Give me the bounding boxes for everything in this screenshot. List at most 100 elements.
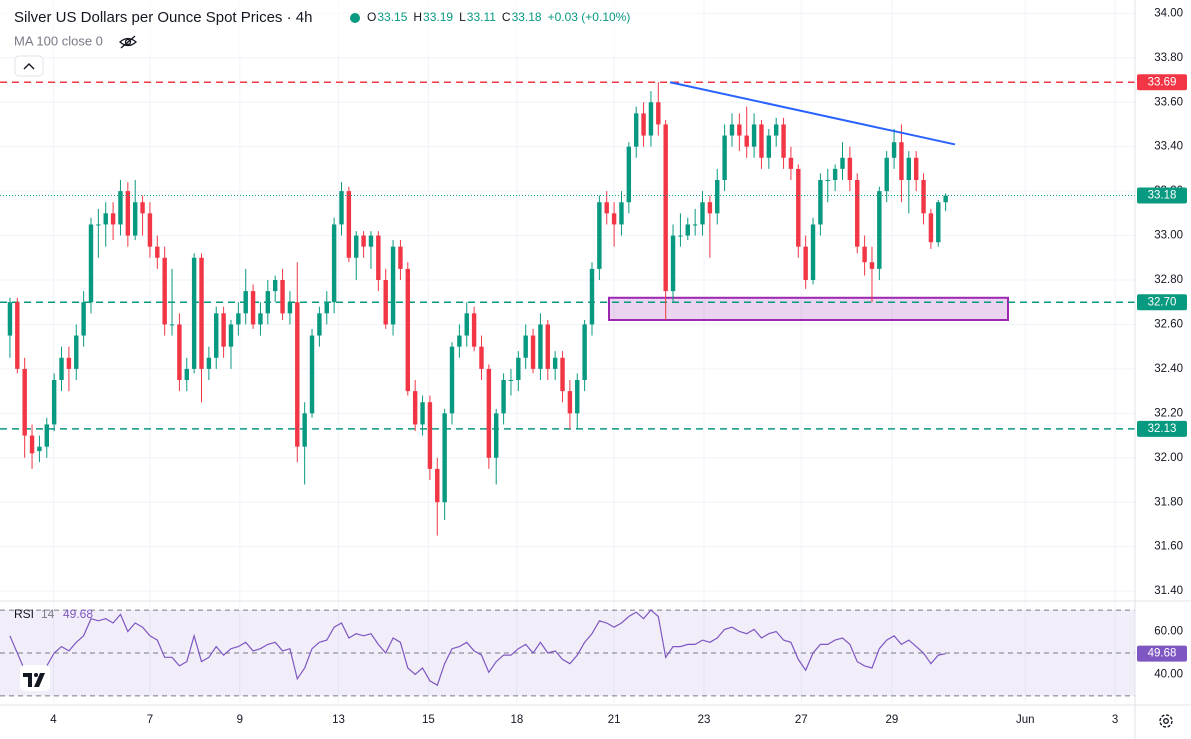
candle-body — [74, 335, 79, 369]
candle-body — [29, 435, 35, 454]
candle-body — [494, 413, 499, 458]
candle-body — [810, 224, 816, 280]
candle-body — [258, 313, 263, 325]
candle-body — [538, 324, 543, 369]
candle-body — [272, 280, 278, 292]
collapse-chevron — [23, 63, 35, 70]
candle-body — [670, 235, 676, 292]
y-tick-label: 32.80 — [1154, 274, 1183, 286]
candle-body — [803, 246, 808, 280]
ohlc-value: 33.11 — [467, 10, 496, 24]
y-tick-label: 33.60 — [1154, 96, 1183, 108]
rsi-legend: RSI 14 49.68 — [14, 607, 93, 621]
logo-v — [34, 673, 45, 687]
candle-body — [287, 302, 293, 314]
candle-body — [656, 102, 661, 125]
candle-body — [383, 280, 388, 325]
x-tick-label: 7 — [147, 714, 153, 726]
candle-body — [15, 302, 20, 369]
candle-body — [869, 262, 875, 269]
hide-icon[interactable] — [119, 35, 137, 49]
candle-body — [184, 368, 189, 380]
candle-body — [619, 202, 624, 225]
candle-body — [641, 113, 646, 136]
candle-body — [405, 268, 411, 392]
candle-body — [302, 413, 307, 447]
candle-body — [324, 302, 329, 314]
y-tick-label: 31.60 — [1154, 541, 1183, 553]
candle-body — [81, 302, 86, 336]
candle-body — [788, 157, 794, 169]
candle-body — [125, 191, 131, 236]
candle-body — [633, 113, 639, 147]
candle-body — [457, 335, 462, 347]
candle-body — [7, 302, 13, 336]
ohlc-key: C — [502, 10, 511, 24]
candle-body — [928, 213, 934, 243]
candle-body — [523, 335, 528, 358]
candle-body — [317, 313, 322, 336]
legend-backdrop — [0, 0, 700, 56]
candle-body — [729, 124, 735, 136]
candle-body — [906, 157, 912, 180]
market-status[interactable] — [350, 13, 360, 23]
candle-body — [663, 124, 668, 292]
candle-body — [339, 191, 344, 225]
candle-body — [435, 468, 440, 503]
candle-body — [37, 446, 42, 452]
candle-body — [427, 402, 433, 469]
candle-body — [744, 135, 749, 147]
candle-body — [501, 380, 506, 414]
y-tick-label: 31.80 — [1154, 496, 1183, 508]
candle-body — [155, 246, 160, 258]
candle-body — [597, 202, 602, 269]
x-tick-label: 23 — [698, 714, 711, 726]
candle-body — [236, 313, 241, 325]
candle-body — [368, 235, 374, 247]
logo-box — [20, 665, 50, 691]
y-tick-label: 32.20 — [1154, 407, 1183, 419]
candle-body — [442, 413, 447, 503]
y-tick-label: 33.00 — [1154, 230, 1183, 242]
candle-body — [781, 124, 786, 158]
candle-body — [722, 135, 727, 180]
collapse-button[interactable] — [14, 55, 44, 77]
candle-body — [582, 324, 587, 380]
candle-body — [832, 168, 838, 180]
candle-body — [140, 202, 145, 214]
candle-body — [626, 146, 632, 203]
logo[interactable] — [20, 665, 50, 691]
x-tick-label: 27 — [795, 714, 808, 726]
candle-body — [199, 257, 204, 369]
candle-body — [147, 213, 153, 247]
candle-body — [818, 180, 823, 225]
candle-body — [855, 180, 860, 247]
rsi-tick-label: 40.00 — [1154, 668, 1183, 680]
candle-body — [221, 313, 226, 347]
ohlc-key: L — [459, 10, 466, 24]
candle-body — [110, 213, 116, 225]
candle-body — [331, 224, 337, 303]
candle-body — [96, 224, 101, 226]
candle-body — [899, 142, 904, 180]
logo-dot — [34, 673, 38, 677]
candle-body — [943, 195, 948, 203]
x-tick-label: 9 — [237, 714, 243, 726]
candle-body — [773, 124, 779, 136]
candle-body — [309, 335, 315, 414]
x-tick-label: 29 — [885, 714, 898, 726]
level-label: 32.13 — [1148, 423, 1177, 435]
candle-body — [398, 246, 403, 269]
ohlc-key: O — [367, 10, 376, 24]
candle-body — [589, 268, 595, 325]
candle-body — [361, 235, 366, 247]
candle-body — [471, 313, 477, 347]
x-tick-label: 4 — [50, 714, 57, 726]
candle-body — [177, 324, 182, 380]
candle-body — [825, 180, 830, 181]
settings-icon[interactable] — [1159, 714, 1173, 728]
eye-pupil — [124, 38, 132, 46]
candle-body — [921, 180, 926, 214]
